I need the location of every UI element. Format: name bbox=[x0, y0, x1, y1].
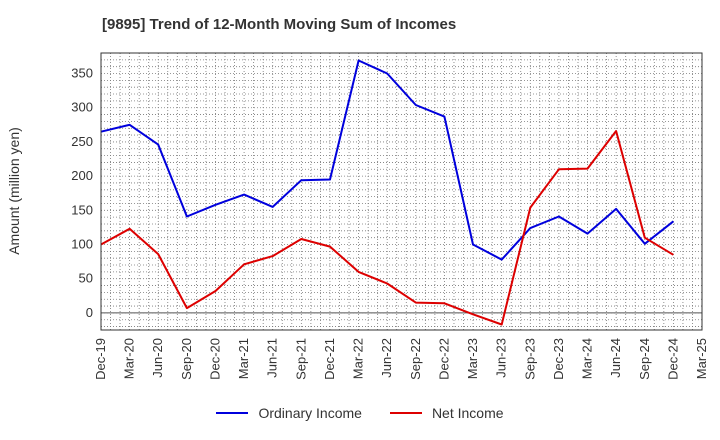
x-tick-label: Dec-22 bbox=[436, 338, 451, 380]
x-tick-label: Dec-24 bbox=[665, 338, 680, 380]
y-tick-label: 150 bbox=[71, 202, 93, 217]
chart-plot: 0 50 100 150 200 250 300 350 Dec-19 Mar-20 Jun-20… bbox=[71, 52, 709, 380]
legend-label-ordinary-income: Ordinary Income bbox=[258, 405, 362, 421]
y-tick-label: 250 bbox=[71, 134, 93, 149]
series-line-net-income bbox=[100, 130, 674, 326]
series-layer bbox=[100, 59, 675, 326]
x-tick-label: Sep-23 bbox=[522, 338, 537, 380]
legend-label-net-income: Net Income bbox=[431, 405, 504, 421]
x-tick-label: Mar-22 bbox=[351, 338, 366, 379]
x-tick-label: Mar-25 bbox=[694, 338, 709, 379]
y-tick-label: 100 bbox=[71, 237, 93, 252]
x-tick-label: Dec-20 bbox=[207, 338, 222, 380]
x-tick-label: Sep-24 bbox=[637, 338, 652, 380]
x-tick-label: Jun-23 bbox=[494, 338, 509, 378]
legend-item-net-income: Net Income bbox=[389, 405, 504, 421]
plot-frame bbox=[100, 52, 703, 331]
x-tick-label: Dec-23 bbox=[551, 338, 566, 380]
y-tick-label: 300 bbox=[71, 100, 93, 115]
x-tick-label: Dec-19 bbox=[93, 338, 108, 380]
x-tick-label: Mar-21 bbox=[236, 338, 251, 379]
x-tick-label: Jun-22 bbox=[379, 338, 394, 378]
x-tick-label: Mar-24 bbox=[580, 338, 595, 379]
y-tick-label: 350 bbox=[71, 66, 93, 81]
x-tick-label: Jun-24 bbox=[608, 338, 623, 378]
x-tick-labels: Dec-19 Mar-20 Jun-20 Sep-20 Dec-20 Mar-21 Jun-… bbox=[93, 338, 709, 380]
x-tick-label: Sep-21 bbox=[293, 338, 308, 380]
x-tick-label: Jun-20 bbox=[150, 338, 165, 378]
chart-title: [9895] Trend of 12-Month Moving Sum of I… bbox=[102, 16, 457, 33]
x-tick-label: Mar-23 bbox=[465, 338, 480, 379]
legend: Ordinary Income Net Income bbox=[0, 405, 720, 421]
grid-layer bbox=[101, 53, 702, 330]
x-tick-label: Dec-21 bbox=[322, 338, 337, 380]
y-tick-label: 50 bbox=[79, 271, 93, 286]
legend-swatch-net-income bbox=[389, 412, 422, 414]
legend-item-ordinary-income: Ordinary Income bbox=[216, 405, 362, 421]
legend-swatch-ordinary-income bbox=[216, 412, 249, 414]
x-tick-label: Jun-21 bbox=[265, 338, 280, 378]
y-tick-labels: 0 50 100 150 200 250 300 350 bbox=[71, 66, 93, 320]
y-tick-label: 200 bbox=[71, 168, 93, 183]
x-tick-label: Mar-20 bbox=[122, 338, 137, 379]
x-tick-label: Sep-20 bbox=[179, 338, 194, 380]
y-tick-label: 0 bbox=[86, 305, 93, 320]
x-tick-label: Sep-22 bbox=[408, 338, 423, 380]
series-line-ordinary-income bbox=[100, 59, 675, 261]
